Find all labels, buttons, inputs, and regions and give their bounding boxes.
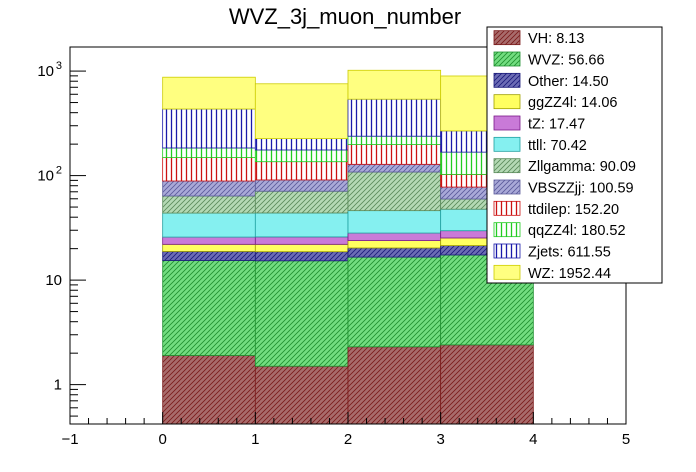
bar-ggzz4l-bin-0 xyxy=(162,243,256,252)
bar-vh-bin-0 xyxy=(162,355,256,425)
bar-zjets-bin-1 xyxy=(254,138,349,151)
legend-swatch-vh xyxy=(493,30,521,46)
legend-swatch-wz xyxy=(493,264,521,280)
bar-ttll-bin-1 xyxy=(254,212,349,238)
chart-title: WVZ_3j_muon_number xyxy=(229,4,461,29)
legend-swatch-zllgamma xyxy=(493,158,521,174)
legend-swatch-vbszzjj xyxy=(493,179,521,195)
bar-tz-bin-1 xyxy=(254,236,349,245)
legend-label-zjets: Zjets: 611.55 xyxy=(528,245,611,261)
bar-zllgamma-bin-2 xyxy=(347,171,442,212)
bar-ttdilep-bin-1 xyxy=(254,161,349,181)
bar-qqzz4l-bin-0 xyxy=(162,147,256,158)
y-tick-label: 10 xyxy=(37,168,54,185)
bar-vh-bin-3 xyxy=(440,344,534,425)
y-tick-label: 1 xyxy=(54,377,62,394)
legend-swatch-tz xyxy=(493,115,521,131)
bar-vh-bin-2 xyxy=(347,346,442,425)
bar-zllgamma-bin-0 xyxy=(162,195,256,214)
legend-label-ttdilep: ttdilep: 152.20 xyxy=(528,202,619,218)
bar-qqzz4l-bin-2 xyxy=(347,135,442,145)
x-tick-label: 0 xyxy=(158,431,166,448)
x-tick-label: 5 xyxy=(622,431,630,448)
y-tick-exponent: 2 xyxy=(56,165,62,177)
bar-ggzz4l-bin-1 xyxy=(254,243,349,253)
legend-label-ttll: ttll: 70.42 xyxy=(528,138,587,154)
legend-label-tz: tZ: 17.47 xyxy=(528,117,585,133)
bar-vbszzjj-bin-0 xyxy=(162,180,256,197)
bar-ttll-bin-2 xyxy=(347,210,442,234)
bar-qqzz4l-bin-1 xyxy=(254,149,349,163)
bar-wvz-bin-1 xyxy=(254,260,349,367)
x-tick-label: 4 xyxy=(529,431,537,448)
histogram-bars xyxy=(162,69,534,425)
bar-zjets-bin-0 xyxy=(162,108,256,149)
y-tick-label: 10 xyxy=(45,272,62,289)
bar-other-bin-0 xyxy=(162,251,256,261)
bar-vh-bin-1 xyxy=(254,365,349,425)
bar-wz-bin-2 xyxy=(347,69,442,100)
legend-label-qqzz4l: qqZZ4l: 180.52 xyxy=(528,223,626,239)
bar-ttdilep-bin-2 xyxy=(347,144,442,165)
legend-swatch-qqzz4l xyxy=(493,222,521,238)
legend-label-vh: VH: 8.13 xyxy=(528,31,584,47)
legend-swatch-other xyxy=(493,72,521,88)
y-tick-label: 10 xyxy=(37,63,54,80)
legend-swatch-ggzz4l xyxy=(493,94,521,110)
legend-box xyxy=(486,26,663,284)
bar-tz-bin-2 xyxy=(347,232,442,241)
legend-label-zllgamma: Zllgamma: 90.09 xyxy=(528,159,636,175)
bar-wvz-bin-0 xyxy=(162,260,256,356)
legend: VH: 8.13 WVZ: 56.66 Other: 14.50 ggZZ4l: 14… xyxy=(486,26,663,284)
legend-label-vbszzjj: VBSZZjj: 100.59 xyxy=(528,181,634,197)
y-tick-exponent: 3 xyxy=(56,60,62,72)
legend-label-wvz: WVZ: 56.66 xyxy=(528,53,605,69)
bar-other-bin-2 xyxy=(347,247,442,258)
legend-swatch-ttdilep xyxy=(493,200,521,216)
bar-wvz-bin-2 xyxy=(347,256,442,348)
legend-label-other: Other: 14.50 xyxy=(528,74,609,90)
x-tick-label: −1 xyxy=(61,431,78,448)
bar-other-bin-1 xyxy=(254,251,349,262)
x-tick-label: 2 xyxy=(344,431,352,448)
bar-wz-bin-1 xyxy=(254,83,349,140)
bar-vbszzjj-bin-1 xyxy=(254,179,349,192)
x-tick-label: 1 xyxy=(251,431,259,448)
legend-label-ggzz4l: ggZZ4l: 14.06 xyxy=(528,95,617,111)
bar-ggzz4l-bin-2 xyxy=(347,240,442,249)
bar-ttdilep-bin-0 xyxy=(162,157,256,182)
legend-swatch-wvz xyxy=(493,51,521,67)
bar-zllgamma-bin-1 xyxy=(254,190,349,214)
bar-tz-bin-0 xyxy=(162,236,256,245)
legend-swatch-zjets xyxy=(493,243,521,259)
bar-vbszzjj-bin-2 xyxy=(347,163,442,173)
x-tick-label: 3 xyxy=(436,431,444,448)
bar-ttll-bin-0 xyxy=(162,212,256,238)
bar-wz-bin-0 xyxy=(162,76,256,110)
legend-label-wz: WZ: 1952.44 xyxy=(528,266,611,282)
legend-swatch-ttll xyxy=(493,136,521,152)
bar-zjets-bin-2 xyxy=(347,98,442,137)
